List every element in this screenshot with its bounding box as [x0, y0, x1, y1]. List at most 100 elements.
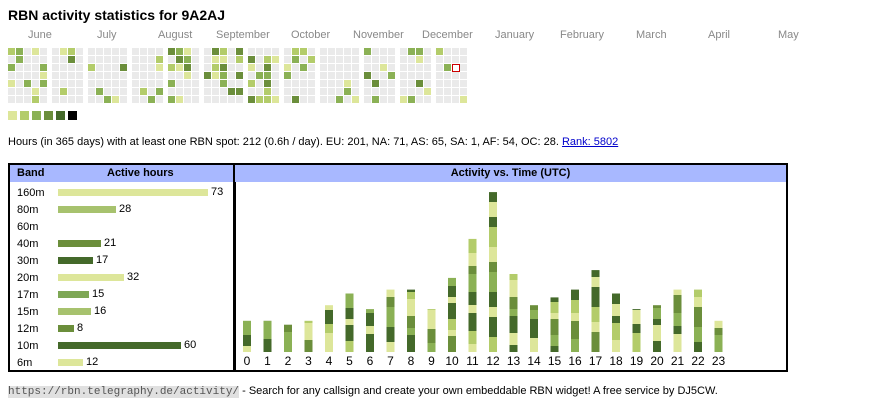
calendar-day-cell[interactable]: [460, 48, 467, 55]
calendar-day-cell[interactable]: [328, 96, 335, 103]
calendar-day-cell[interactable]: [60, 88, 67, 95]
calendar-day-cell[interactable]: [300, 96, 307, 103]
calendar-day-cell[interactable]: [212, 64, 219, 71]
calendar-day-cell[interactable]: [256, 80, 263, 87]
footer-url[interactable]: https://rbn.telegraphy.de/activity/: [8, 386, 240, 398]
calendar-day-cell[interactable]: [176, 64, 183, 71]
calendar-day-cell[interactable]: [228, 72, 235, 79]
calendar-day-cell[interactable]: [300, 56, 307, 63]
today-cell[interactable]: [452, 64, 460, 72]
calendar-day-cell[interactable]: [416, 64, 423, 71]
calendar-day-cell[interactable]: [292, 64, 299, 71]
calendar-day-cell[interactable]: [168, 48, 175, 55]
calendar-day-cell[interactable]: [300, 72, 307, 79]
calendar-day-cell[interactable]: [168, 80, 175, 87]
calendar-day-cell[interactable]: [300, 80, 307, 87]
calendar-day-cell[interactable]: [52, 96, 59, 103]
calendar-day-cell[interactable]: [400, 72, 407, 79]
calendar-day-cell[interactable]: [444, 72, 451, 79]
calendar-day-cell[interactable]: [264, 80, 271, 87]
calendar-day-cell[interactable]: [364, 80, 371, 87]
calendar-day-cell[interactable]: [220, 56, 227, 63]
calendar-day-cell[interactable]: [344, 88, 351, 95]
calendar-day-cell[interactable]: [264, 48, 271, 55]
calendar-day-cell[interactable]: [408, 80, 415, 87]
calendar-day-cell[interactable]: [372, 72, 379, 79]
calendar-day-cell[interactable]: [96, 48, 103, 55]
calendar-day-cell[interactable]: [176, 88, 183, 95]
calendar-day-cell[interactable]: [336, 72, 343, 79]
calendar-day-cell[interactable]: [32, 96, 39, 103]
calendar-day-cell[interactable]: [344, 80, 351, 87]
calendar-day-cell[interactable]: [272, 64, 279, 71]
calendar-day-cell[interactable]: [380, 48, 387, 55]
calendar-day-cell[interactable]: [156, 80, 163, 87]
calendar-day-cell[interactable]: [336, 56, 343, 63]
calendar-day-cell[interactable]: [344, 72, 351, 79]
calendar-day-cell[interactable]: [292, 72, 299, 79]
calendar-day-cell[interactable]: [24, 80, 31, 87]
calendar-day-cell[interactable]: [204, 48, 211, 55]
calendar-day-cell[interactable]: [264, 64, 271, 71]
calendar-day-cell[interactable]: [16, 88, 23, 95]
calendar-day-cell[interactable]: [32, 56, 39, 63]
calendar-day-cell[interactable]: [308, 80, 315, 87]
calendar-day-cell[interactable]: [204, 88, 211, 95]
calendar-day-cell[interactable]: [416, 48, 423, 55]
calendar-day-cell[interactable]: [204, 64, 211, 71]
calendar-day-cell[interactable]: [284, 80, 291, 87]
calendar-day-cell[interactable]: [284, 96, 291, 103]
calendar-day-cell[interactable]: [8, 48, 15, 55]
calendar-day-cell[interactable]: [444, 96, 451, 103]
calendar-day-cell[interactable]: [460, 80, 467, 87]
calendar-day-cell[interactable]: [148, 96, 155, 103]
calendar-day-cell[interactable]: [408, 72, 415, 79]
calendar-day-cell[interactable]: [76, 64, 83, 71]
calendar-day-cell[interactable]: [320, 64, 327, 71]
calendar-day-cell[interactable]: [424, 80, 431, 87]
calendar-day-cell[interactable]: [328, 48, 335, 55]
calendar-day-cell[interactable]: [156, 72, 163, 79]
calendar-day-cell[interactable]: [68, 64, 75, 71]
calendar-day-cell[interactable]: [320, 80, 327, 87]
calendar-day-cell[interactable]: [24, 56, 31, 63]
calendar-day-cell[interactable]: [88, 88, 95, 95]
calendar-day-cell[interactable]: [388, 48, 395, 55]
calendar-day-cell[interactable]: [388, 64, 395, 71]
calendar-day-cell[interactable]: [148, 56, 155, 63]
calendar-day-cell[interactable]: [320, 72, 327, 79]
calendar-day-cell[interactable]: [248, 96, 255, 103]
calendar-day-cell[interactable]: [248, 48, 255, 55]
calendar-day-cell[interactable]: [424, 48, 431, 55]
calendar-day-cell[interactable]: [364, 96, 371, 103]
calendar-day-cell[interactable]: [76, 48, 83, 55]
calendar-day-cell[interactable]: [416, 96, 423, 103]
calendar-day-cell[interactable]: [212, 56, 219, 63]
calendar-day-cell[interactable]: [256, 64, 263, 71]
calendar-day-cell[interactable]: [364, 72, 371, 79]
calendar-day-cell[interactable]: [184, 64, 191, 71]
calendar-day-cell[interactable]: [32, 72, 39, 79]
calendar-day-cell[interactable]: [76, 88, 83, 95]
calendar-day-cell[interactable]: [76, 56, 83, 63]
calendar-day-cell[interactable]: [140, 80, 147, 87]
calendar-day-cell[interactable]: [444, 80, 451, 87]
calendar-day-cell[interactable]: [236, 48, 243, 55]
calendar-day-cell[interactable]: [76, 80, 83, 87]
calendar-day-cell[interactable]: [380, 96, 387, 103]
calendar-day-cell[interactable]: [32, 80, 39, 87]
calendar-day-cell[interactable]: [168, 88, 175, 95]
calendar-day-cell[interactable]: [436, 80, 443, 87]
calendar-day-cell[interactable]: [96, 88, 103, 95]
calendar-day-cell[interactable]: [184, 48, 191, 55]
calendar-day-cell[interactable]: [176, 80, 183, 87]
calendar-day-cell[interactable]: [336, 48, 343, 55]
calendar-day-cell[interactable]: [272, 72, 279, 79]
calendar-day-cell[interactable]: [400, 56, 407, 63]
calendar-day-cell[interactable]: [212, 72, 219, 79]
calendar-day-cell[interactable]: [228, 56, 235, 63]
calendar-day-cell[interactable]: [192, 88, 199, 95]
calendar-day-cell[interactable]: [408, 88, 415, 95]
calendar-day-cell[interactable]: [436, 96, 443, 103]
calendar-day-cell[interactable]: [292, 96, 299, 103]
